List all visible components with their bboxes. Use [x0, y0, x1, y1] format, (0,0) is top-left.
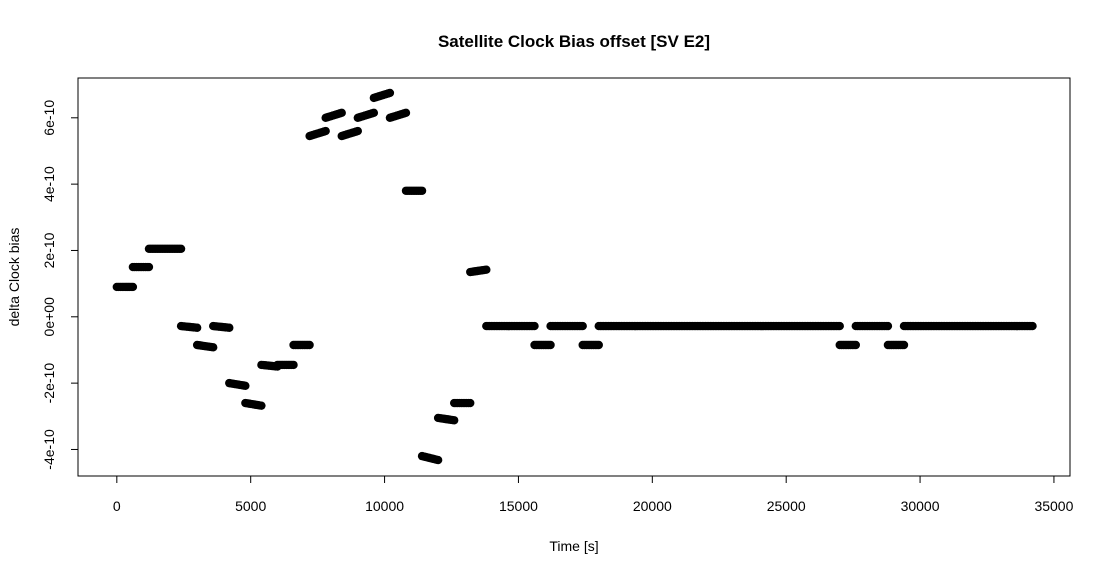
y-tick-label: -2e-10: [41, 363, 57, 404]
data-point: [225, 323, 234, 332]
x-tick-label: 0: [113, 498, 121, 514]
data-points: [112, 88, 1037, 465]
data-point: [883, 321, 893, 331]
data-point: [482, 265, 491, 274]
data-point: [176, 244, 186, 254]
data-point: [321, 126, 330, 136]
x-tick-label: 35000: [1034, 498, 1073, 514]
x-axis: 0 5000 10000 15000 20000 25000 30000 35000: [113, 475, 1074, 514]
x-tick-label: 30000: [901, 498, 940, 514]
y-axis-label: delta Clock bias: [6, 228, 22, 327]
data-point: [353, 126, 362, 136]
data-point: [546, 340, 555, 350]
data-point: [578, 321, 587, 331]
y-tick-label: 0e+00: [41, 297, 57, 337]
y-tick-label: 6e-10: [41, 100, 57, 136]
data-point: [209, 343, 218, 352]
x-tick-label: 25000: [767, 498, 806, 514]
data-point: [241, 381, 250, 390]
data-point: [835, 321, 844, 331]
x-tick-label: 15000: [499, 498, 538, 514]
x-tick-label: 10000: [365, 498, 404, 514]
x-axis-label: Time [s]: [549, 538, 598, 554]
data-point: [337, 108, 346, 118]
data-point: [1028, 321, 1037, 331]
data-point: [257, 401, 266, 410]
x-tick-label: 20000: [633, 498, 672, 514]
data-point: [144, 262, 154, 272]
data-point: [449, 416, 459, 425]
data-point: [192, 323, 202, 332]
y-axis: -4e-10 -2e-10 0e+00 2e-10 4e-10 6e-10: [41, 100, 79, 470]
y-tick-label: -4e-10: [41, 429, 57, 470]
data-point: [128, 282, 138, 292]
data-point: [433, 455, 443, 465]
y-tick-label: 4e-10: [41, 166, 57, 202]
data-point: [401, 108, 411, 118]
data-point: [417, 186, 427, 195]
x-tick-label: 5000: [235, 498, 266, 514]
data-point: [305, 340, 314, 350]
y-tick-label: 2e-10: [41, 232, 57, 268]
data-point: [466, 398, 475, 408]
data-point: [369, 108, 379, 118]
data-point: [289, 360, 298, 370]
data-point: [385, 88, 395, 98]
data-point: [530, 321, 539, 331]
data-point: [594, 340, 603, 350]
chart-title: Satellite Clock Bias offset [SV E2]: [438, 32, 710, 51]
plot-frame: [77, 77, 1071, 477]
data-point: [899, 340, 909, 350]
data-point: [851, 340, 861, 350]
